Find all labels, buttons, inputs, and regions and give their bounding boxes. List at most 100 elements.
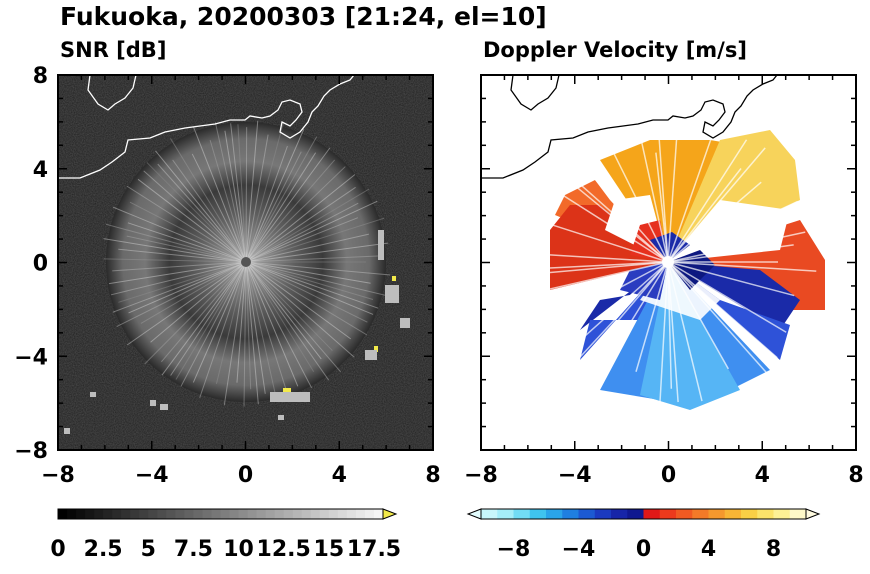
snr-colorbar-swatch xyxy=(292,509,303,519)
snr-colorbar-swatch xyxy=(85,509,95,519)
doppler-colorbar-swatch xyxy=(757,509,774,519)
doppler-x-tick-label: 8 xyxy=(848,463,863,488)
snr-colorbar-swatch xyxy=(346,509,357,519)
snr-radar-center xyxy=(241,257,251,267)
snr-streak xyxy=(245,242,389,263)
snr-colorbar-swatch xyxy=(238,509,249,519)
snr-colorbar-swatch xyxy=(364,509,375,519)
snr-panel-title: SNR [dB] xyxy=(60,38,166,62)
doppler-coastline xyxy=(481,75,778,179)
doppler-colorbar-swatch xyxy=(741,509,758,519)
doppler-gap-streak xyxy=(667,261,703,402)
snr-streak xyxy=(126,235,247,263)
snr-colorbar-swatch xyxy=(103,509,113,519)
snr-streak xyxy=(245,122,284,263)
doppler-colorbar-label: 0 xyxy=(636,537,651,562)
doppler-gap-streak xyxy=(635,261,669,372)
snr-streak xyxy=(245,134,269,263)
doppler-colorbar: −8 −4 0 4 8 xyxy=(466,508,821,562)
snr-streak xyxy=(126,261,247,346)
snr-streak xyxy=(116,261,247,327)
doppler-gap-streak xyxy=(667,261,754,346)
snr-streak xyxy=(128,261,247,314)
snr-streak xyxy=(118,248,247,263)
doppler-gap-streak xyxy=(667,261,769,375)
doppler-gap-streak xyxy=(525,252,669,263)
snr-streak xyxy=(245,166,346,263)
doppler-gap-streak xyxy=(667,139,748,263)
snr-streak xyxy=(140,261,247,324)
snr-streak xyxy=(112,206,247,263)
doppler-colorbar-swatch xyxy=(594,509,612,519)
doppler-colorbar-frame xyxy=(480,508,807,520)
doppler-gap-streak xyxy=(667,261,778,359)
doppler-gap-streak xyxy=(656,113,669,263)
snr-colorbar-swatch xyxy=(67,509,77,519)
snr-colorbar-label: 10 xyxy=(223,537,254,562)
snr-y-tick-label: −8 xyxy=(14,439,48,464)
snr-streak xyxy=(112,261,247,272)
doppler-panel-title: Doppler Velocity [m/s] xyxy=(483,38,747,62)
doppler-radar-center xyxy=(662,256,674,268)
doppler-colorbar-over-arrow xyxy=(805,508,821,520)
snr-streak xyxy=(170,138,247,263)
snr-streak xyxy=(245,261,386,296)
doppler-colorbar-swatch xyxy=(529,509,547,519)
snr-streak xyxy=(143,170,247,263)
snr-colorbar-swatch xyxy=(148,509,158,519)
doppler-colorbar-swatch xyxy=(578,509,596,519)
snr-x-tick-label: 8 xyxy=(425,463,440,488)
snr-streak xyxy=(245,120,259,263)
snr-streak xyxy=(170,261,247,376)
doppler-gap-streak xyxy=(667,181,762,263)
snr-streak xyxy=(245,261,374,300)
snr-colorbar-swatch xyxy=(220,509,231,519)
snr-colorbar-swatch xyxy=(373,509,384,519)
snr-streak xyxy=(245,261,313,389)
snr-colorbar-label: 17.5 xyxy=(347,537,401,562)
doppler-gap-streak xyxy=(667,261,787,333)
snr-colorbar-swatch xyxy=(58,509,68,519)
snr-streak xyxy=(245,261,379,309)
snr-colorbar-swatch xyxy=(328,509,339,519)
snr-colorbar-swatch xyxy=(202,509,212,519)
snr-streak xyxy=(245,145,288,263)
snr-colorbar-label: 12.5 xyxy=(257,537,311,562)
doppler-gap-streak xyxy=(576,261,669,362)
snr-streak xyxy=(245,261,371,284)
doppler-gap-streak xyxy=(667,261,795,297)
doppler-colorbar-label: 8 xyxy=(766,537,781,562)
snr-colorbar-over-arrow xyxy=(382,508,398,520)
snr-streak xyxy=(245,261,330,381)
doppler-x-tick-label: 0 xyxy=(661,463,676,488)
snr-streak xyxy=(245,217,359,263)
doppler-x-tick-label: 4 xyxy=(755,463,770,488)
snr-streak xyxy=(245,261,368,323)
doppler-colorbar-label: −8 xyxy=(497,537,531,562)
doppler-radial-gaps xyxy=(522,113,817,412)
snr-streak xyxy=(236,261,247,383)
snr-colorbar-swatch xyxy=(157,509,167,519)
snr-streak xyxy=(243,261,247,407)
snr-x-tick-label: 4 xyxy=(332,463,347,488)
snr-colorbar-swatch xyxy=(175,509,185,519)
snr-streak xyxy=(245,261,333,351)
doppler-gap-streak xyxy=(667,131,715,263)
doppler-gap-streak xyxy=(576,158,669,263)
snr-streak xyxy=(245,261,322,360)
snr-radial-streaks xyxy=(103,120,391,407)
snr-clutter-patches xyxy=(64,230,410,434)
snr-colorbar-swatch xyxy=(112,509,122,519)
doppler-gap-streak xyxy=(527,261,669,270)
snr-streak xyxy=(223,261,247,406)
doppler-colorbar-swatch xyxy=(513,509,531,519)
snr-streak xyxy=(103,258,247,263)
snr-streak xyxy=(103,238,247,263)
snr-x-tick-label: 0 xyxy=(238,463,253,488)
snr-streak xyxy=(209,139,247,263)
doppler-colorbar-swatch xyxy=(546,509,563,519)
snr-streak xyxy=(245,202,359,263)
snr-colorbar-swatch xyxy=(283,509,294,519)
snr-streak xyxy=(180,261,247,387)
